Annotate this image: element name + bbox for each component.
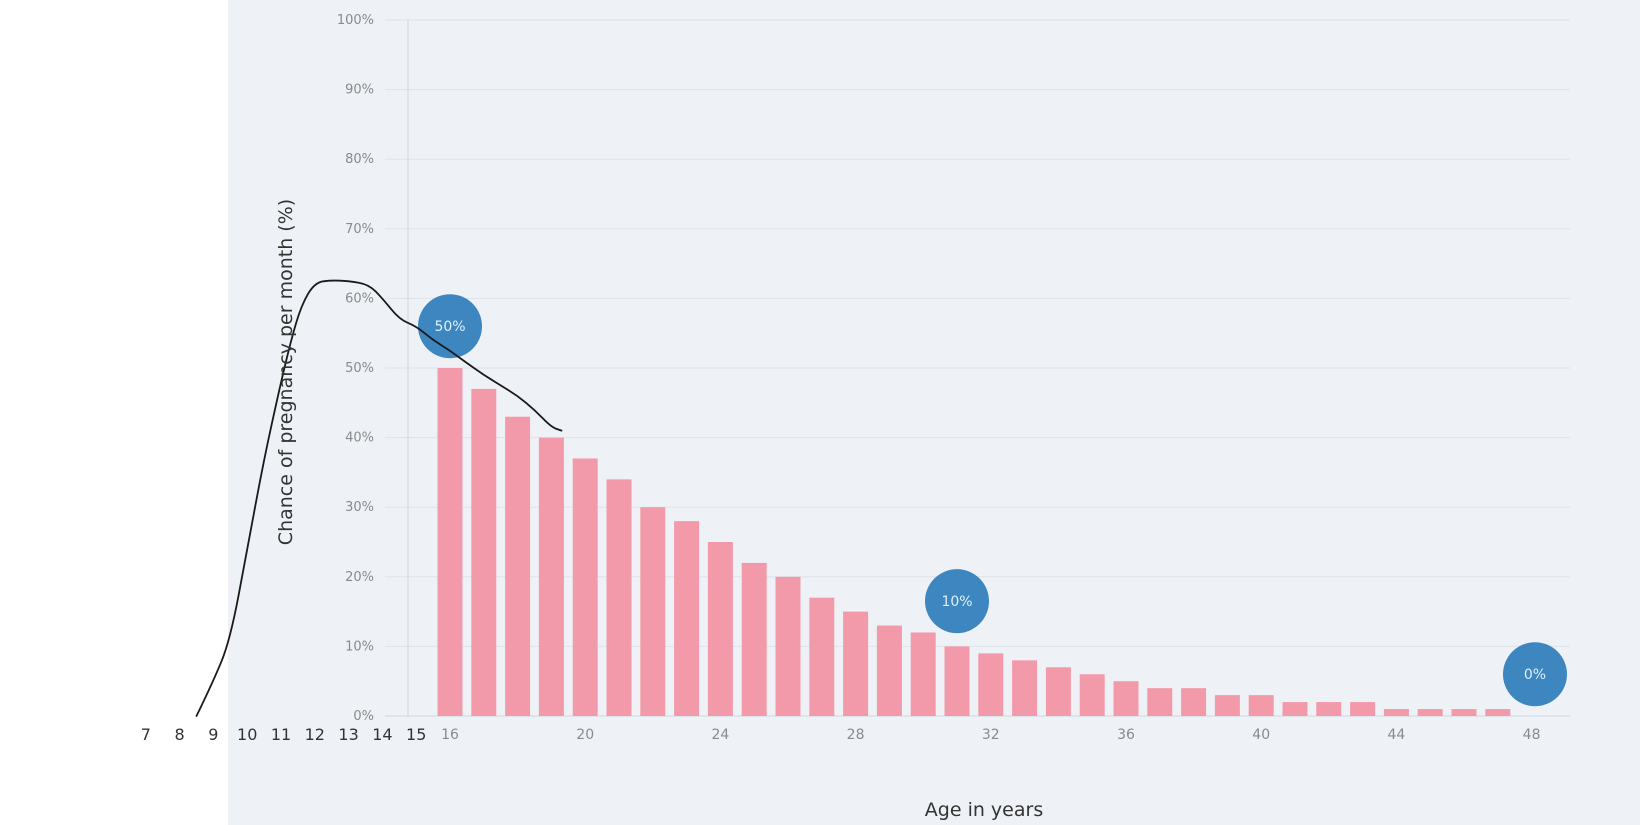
bar: [741, 562, 767, 716]
annotation-bubble: [1502, 642, 1567, 707]
annotation-bubbles: 50% 10% 0%: [418, 294, 1567, 707]
bar: [1113, 681, 1139, 716]
annotation-label: 10%: [941, 594, 972, 610]
bar: [471, 388, 497, 716]
x-tick-label-extended: 11: [271, 725, 291, 744]
x-tick-label: 32: [982, 727, 1000, 743]
x-tick-label: 24: [711, 727, 729, 743]
bar: [606, 479, 632, 716]
bar: [674, 521, 700, 716]
y-tick-label: 60%: [345, 291, 374, 306]
bars: [437, 368, 1511, 716]
bar: [1012, 660, 1038, 716]
annotation-bubble: [925, 569, 989, 634]
x-tick-labels: 16 20 24 28 32 36 40 44 48 7 8 9 10 11 12 13 14 15: [141, 725, 1541, 744]
y-tick-label: 50%: [345, 361, 374, 376]
bar: [1147, 688, 1173, 716]
x-axis-title: Age in years: [925, 799, 1043, 821]
x-tick-label-extended: 10: [237, 725, 257, 744]
hand-drawn-curve: [195, 279, 563, 717]
x-tick-label: 44: [1387, 727, 1405, 743]
x-tick-label-extended: 13: [338, 725, 358, 744]
x-tick-label: 40: [1252, 727, 1270, 743]
bar: [944, 646, 970, 716]
bar: [876, 625, 902, 716]
annotation-label: 50%: [434, 319, 465, 335]
y-tick-label: 0%: [353, 709, 374, 724]
bar: [1282, 702, 1308, 716]
x-tick-label: 20: [576, 727, 594, 743]
x-tick-label-extended: 15: [406, 725, 426, 744]
annotation-bubble: [418, 294, 482, 359]
bar: [809, 597, 835, 716]
x-tick-label: 36: [1117, 727, 1135, 743]
bar: [1214, 695, 1240, 716]
bar: [843, 611, 869, 716]
y-tick-label: 100%: [337, 13, 374, 28]
bar: [1181, 688, 1207, 716]
x-tick-label-extended: 14: [372, 725, 392, 744]
x-tick-label-extended: 12: [305, 725, 325, 744]
x-tick-label-extended: 9: [208, 725, 218, 744]
bar: [538, 437, 564, 716]
bar: [1451, 709, 1477, 716]
x-tick-label: 16: [441, 727, 459, 743]
bar: [1316, 702, 1342, 716]
bar: [437, 368, 463, 716]
y-tick-labels: 0% 10% 20% 30% 40% 50% 60% 70% 80% 90% 100%: [337, 13, 374, 724]
annotation-label: 0%: [1524, 667, 1546, 683]
bar: [775, 576, 801, 716]
y-tick-label: 80%: [345, 152, 374, 167]
bar: [640, 507, 666, 716]
bar: [1383, 709, 1409, 716]
y-tick-label: 90%: [345, 83, 374, 98]
bar: [505, 416, 531, 716]
y-tick-label: 10%: [345, 639, 374, 654]
bar: [1350, 702, 1376, 716]
bar: [1485, 709, 1511, 716]
bar: [910, 632, 936, 716]
x-tick-label: 28: [847, 727, 865, 743]
bar: [572, 458, 598, 716]
bar: [1045, 667, 1071, 716]
bar: [1248, 695, 1274, 716]
y-axis-title: Chance of pregnancy per month (%): [275, 199, 297, 545]
y-tick-label: 20%: [345, 570, 374, 585]
y-tick-label: 40%: [345, 431, 374, 446]
bar: [1079, 674, 1105, 716]
bar: [1417, 709, 1443, 716]
x-tick-label-extended: 7: [141, 725, 151, 744]
x-tick-label: 48: [1523, 727, 1541, 743]
x-tick-label-extended: 8: [175, 725, 185, 744]
y-tick-label: 30%: [345, 500, 374, 515]
bar: [978, 653, 1004, 716]
bar: [707, 542, 733, 716]
y-tick-label: 70%: [345, 222, 374, 237]
